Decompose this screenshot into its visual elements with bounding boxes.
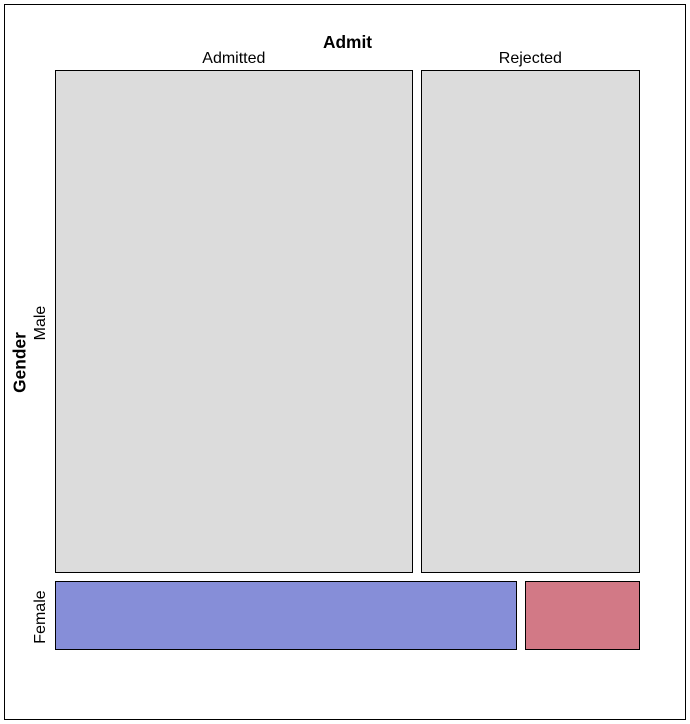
x-tick-rejected: Rejected: [430, 50, 630, 68]
chart-frame: Admit Gender Admitted Rejected Male Fema…: [0, 0, 690, 724]
y-axis-title: Gender: [10, 263, 31, 463]
tile-female-admitted: [55, 581, 517, 650]
y-tick-female: Female: [32, 517, 50, 717]
tile-male-admitted: [55, 70, 413, 573]
y-tick-male: Male: [32, 223, 50, 423]
tile-female-rejected: [525, 581, 640, 650]
tile-male-rejected: [421, 70, 640, 573]
x-tick-admitted: Admitted: [134, 50, 334, 68]
mosaic-plot: [55, 70, 640, 650]
